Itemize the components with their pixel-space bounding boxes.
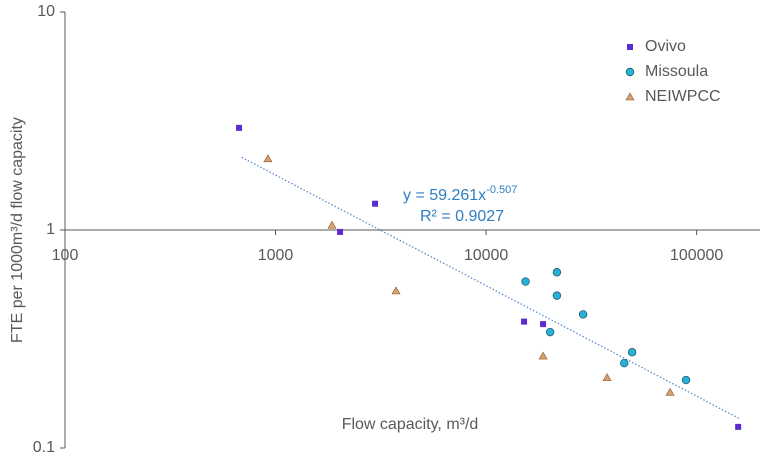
y-tick-label: 1 [46, 221, 55, 238]
x-tick-label: 10000 [464, 247, 509, 264]
data-point [627, 348, 637, 357]
data-point [263, 154, 273, 163]
data-point [540, 321, 547, 328]
data-point [391, 286, 401, 295]
x-tick-label: 100 [52, 247, 79, 264]
x-tick-label: 1000 [258, 247, 294, 264]
legend-marker [625, 67, 635, 77]
y-axis-label: FTE per 1000m³/d flow capacity [9, 117, 26, 343]
data-point [545, 327, 555, 337]
data-point [665, 387, 675, 396]
y-tick-label: 0.1 [33, 439, 55, 456]
data-point [602, 373, 612, 382]
legend-label: Missoula [645, 63, 708, 80]
trendline-equation: y = 59.261x-0.507 [403, 184, 517, 204]
x-axis-label: Flow capacity, m³/d [342, 416, 479, 433]
data-point [521, 318, 528, 325]
legend-marker [627, 44, 633, 50]
data-point [327, 220, 337, 229]
trendline-r2: R² = 0.9027 [420, 208, 504, 225]
data-point [681, 375, 691, 385]
data-point [578, 310, 588, 319]
data-point [538, 351, 548, 360]
data-point [236, 124, 243, 131]
equation-exponent: -0.507 [486, 184, 517, 196]
data-point [620, 358, 629, 368]
data-point [552, 268, 562, 277]
legend-marker [625, 92, 635, 101]
x-tick-label: 100000 [670, 247, 723, 264]
data-point [552, 291, 562, 300]
trendline [241, 156, 740, 420]
data-point [337, 228, 344, 235]
legend-label: Ovivo [645, 38, 686, 55]
data-point [372, 200, 379, 207]
legend-label: NEIWPCC [645, 88, 721, 105]
data-point [521, 277, 530, 286]
equation-text: y = 59.261x [403, 187, 486, 204]
data-point [735, 423, 742, 430]
y-tick-label: 10 [37, 3, 55, 20]
